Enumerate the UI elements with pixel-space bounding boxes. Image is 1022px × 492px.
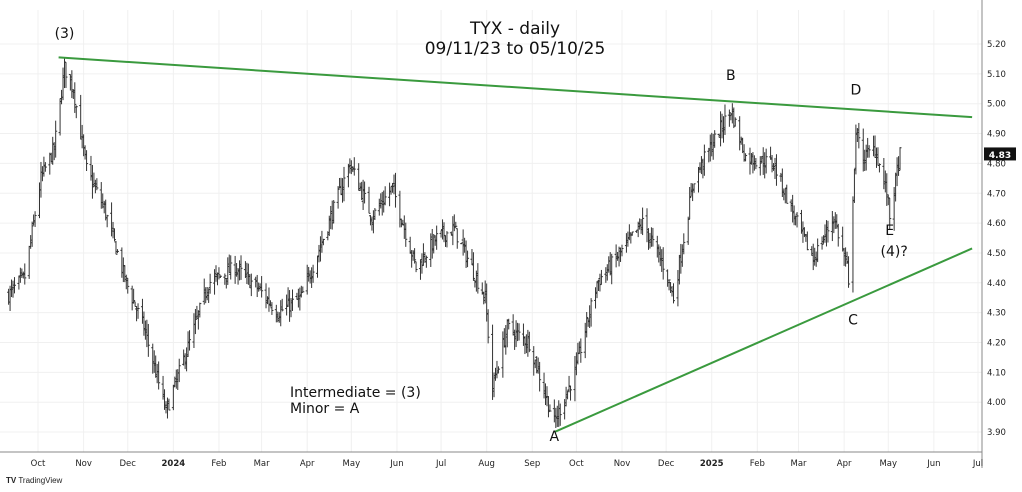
x-tick-label: May — [343, 459, 361, 469]
wave-label: D — [851, 83, 862, 99]
x-tick-label: Oct — [569, 459, 584, 469]
wave-degree-note: Minor = A — [290, 401, 360, 417]
trendline-upper — [58, 56, 973, 119]
wave-label: C — [848, 313, 858, 329]
x-tick-label: Nov — [75, 459, 92, 469]
y-tick-label: 4.70 — [987, 189, 1006, 199]
y-tick-label: 4.40 — [987, 279, 1006, 289]
x-tick-label: Jul — [435, 459, 446, 469]
x-tick-label: Feb — [750, 459, 765, 469]
wave-label: (4)? — [881, 244, 908, 260]
wave-label: B — [726, 68, 736, 84]
chart-title: TYX - daily — [469, 19, 560, 39]
x-tick-label: Jun — [926, 459, 940, 469]
y-tick-label: 4.20 — [987, 339, 1006, 349]
x-tick-label: Mar — [254, 459, 271, 469]
wave-label: A — [550, 429, 560, 445]
x-tick-label: Jun — [389, 459, 403, 469]
last-price-tag — [984, 147, 1016, 161]
last-price-label: 4.83 — [989, 151, 1011, 161]
y-tick-label: 4.30 — [987, 309, 1006, 319]
y-tick-label: 4.50 — [987, 249, 1006, 259]
trendline-lower — [553, 247, 973, 433]
wave-label: E — [885, 223, 894, 239]
x-tick-label: Sep — [524, 459, 540, 469]
brand-label: TradingView — [18, 476, 63, 485]
x-tick-label: 2024 — [162, 459, 186, 469]
y-tick-label: 4.60 — [987, 219, 1006, 229]
chart-subtitle: 09/11/23 to 05/10/25 — [425, 39, 606, 59]
x-tick-label: Apr — [300, 459, 315, 469]
y-tick-label: 5.10 — [987, 70, 1006, 80]
wave-degree-note: Intermediate = (3) — [290, 385, 421, 401]
y-tick-label: 4.90 — [987, 130, 1006, 140]
x-tick-label: Dec — [658, 459, 675, 469]
x-tick-label: May — [879, 459, 897, 469]
y-tick-label: 5.20 — [987, 40, 1006, 50]
x-tick-label: Nov — [614, 459, 631, 469]
x-tick-label: Feb — [211, 459, 226, 469]
x-tick-label: 2025 — [700, 459, 724, 469]
y-tick-label: 4.10 — [987, 368, 1006, 378]
tradingview-logo: TV TradingView — [6, 476, 63, 485]
x-tick-label: Jul — [972, 459, 983, 469]
y-tick-label: 5.00 — [987, 100, 1006, 110]
y-tick-label: 3.90 — [987, 428, 1006, 438]
y-tick-label: 4.80 — [987, 159, 1006, 169]
x-tick-label: Mar — [791, 459, 808, 469]
x-tick-label: Oct — [31, 459, 46, 469]
y-tick-label: 4.00 — [987, 398, 1006, 408]
wave-label: (3) — [55, 26, 75, 42]
x-tick-label: Apr — [837, 459, 852, 469]
x-tick-label: Aug — [478, 459, 495, 469]
x-tick-label: Dec — [120, 459, 137, 469]
